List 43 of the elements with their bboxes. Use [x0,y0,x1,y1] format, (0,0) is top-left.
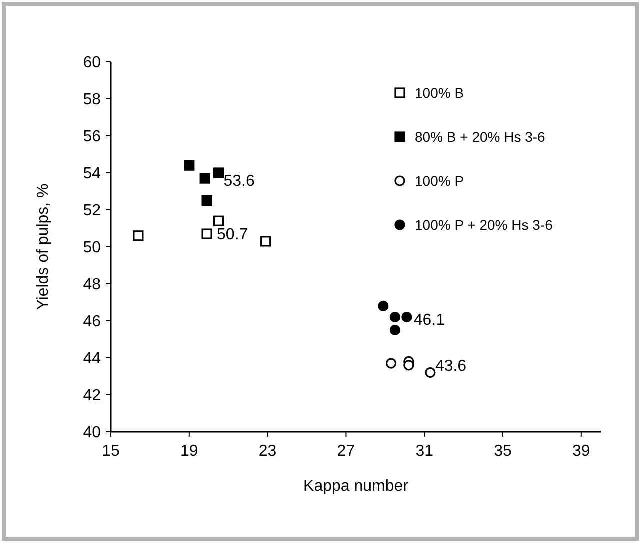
x-tick-label: 31 [416,443,434,460]
y-tick-label: 50 [83,240,102,257]
x-tick-label: 15 [102,443,120,460]
y-tick-label: 60 [83,54,102,72]
y-tick-label: 52 [83,202,102,220]
x-tick-label: 23 [258,443,277,460]
y-tick-label: 40 [83,424,102,442]
point [214,168,224,178]
point [390,312,400,323]
annotation: 53.6 [224,173,255,190]
point [390,324,400,336]
point [214,216,224,226]
legend-label: 100% P [415,172,464,189]
y-tick-label: 56 [83,128,102,146]
point [133,230,144,242]
point [404,360,414,371]
y-tick-label: 46 [83,314,102,331]
x-tick-label: 27 [337,443,356,460]
y-tick-label: 58 [83,92,102,109]
y-tick-label: 48 [83,276,102,294]
y-tick-label: 54 [83,166,102,183]
point [402,312,412,323]
point [386,358,397,369]
annotation: 43.6 [435,358,467,375]
annotation: 46.1 [414,312,446,329]
point [202,228,212,240]
y-tick-label: 44 [83,350,102,368]
legend-label: 100% B [415,84,464,101]
point [184,160,195,171]
point [200,173,210,184]
y-axis-title: Yields of pulps, % [35,184,52,310]
point [260,236,272,247]
point [378,300,389,312]
x-axis-title: Kappa number [304,478,410,495]
y-tick-label: 42 [83,388,102,405]
x-tick-label: 19 [180,443,198,460]
legend-label: 80% B + 20% Hs 3-6 [415,128,546,145]
point [202,195,212,206]
x-tick-label: 35 [494,443,512,460]
point [425,368,436,378]
x-tick-label: 39 [572,443,590,460]
legend-label: 100% P + 20% Hs 3-6 [415,216,554,233]
annotation: 50.7 [217,226,248,244]
